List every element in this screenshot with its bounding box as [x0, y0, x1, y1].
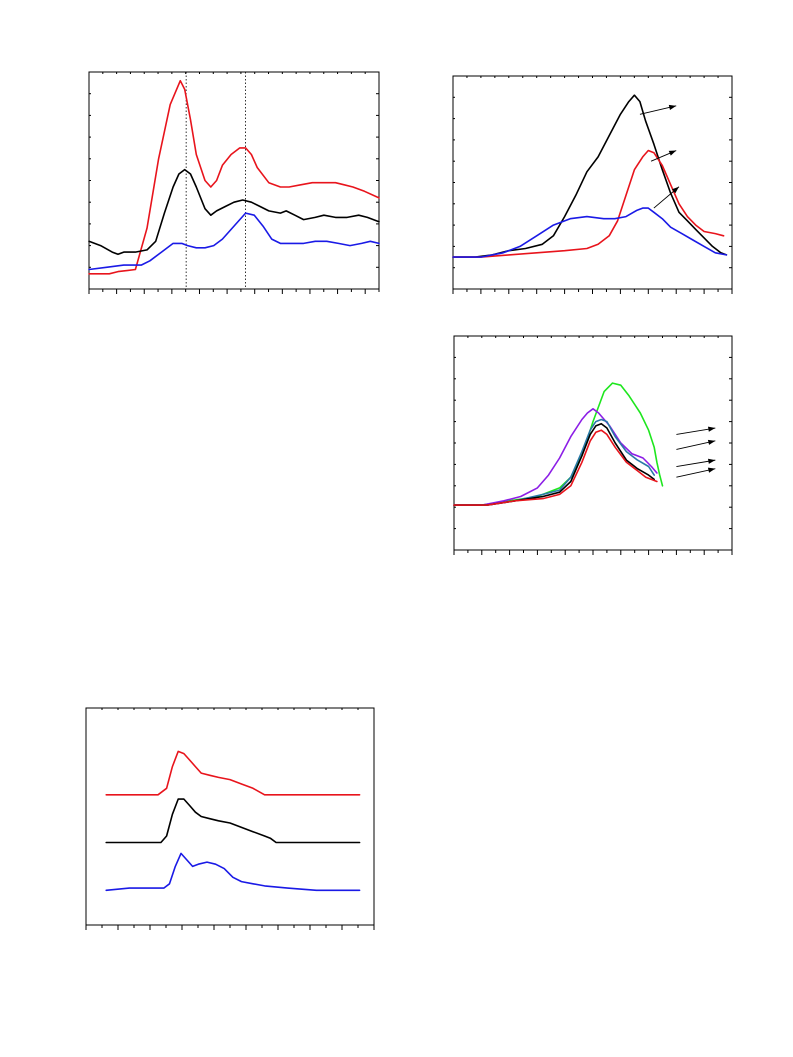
series-line-green: [453, 382, 664, 506]
arrow-head: [707, 439, 716, 445]
series-line-blue: [88, 212, 380, 271]
plot-top-left: [88, 71, 380, 294]
plot-frame: [452, 75, 733, 290]
series-line-blue: [105, 852, 361, 892]
series-line-black: [88, 168, 380, 256]
plot-bottom-left: [85, 707, 375, 930]
plot-frame: [453, 335, 733, 551]
plot-frame: [88, 71, 380, 290]
plot-frame: [85, 707, 375, 926]
series-line-black: [452, 94, 728, 258]
series-line-red: [105, 750, 361, 796]
series-line-red: [88, 79, 380, 275]
arrow-head: [668, 150, 677, 156]
series-line-black: [105, 798, 361, 844]
plot-top-right: [452, 75, 733, 294]
series-line-red: [453, 429, 658, 506]
arrow-head: [707, 426, 716, 432]
arrow-head: [668, 104, 677, 110]
series-line-red: [452, 149, 725, 258]
series-line-teal: [453, 418, 655, 506]
arrow-head: [671, 186, 679, 194]
series-line-black: [453, 422, 655, 506]
arrow-head: [707, 467, 716, 473]
series-line-purple: [453, 408, 658, 506]
series-line-blue: [452, 207, 728, 258]
arrow-head: [707, 458, 716, 464]
plot-middle-right: [453, 335, 733, 555]
